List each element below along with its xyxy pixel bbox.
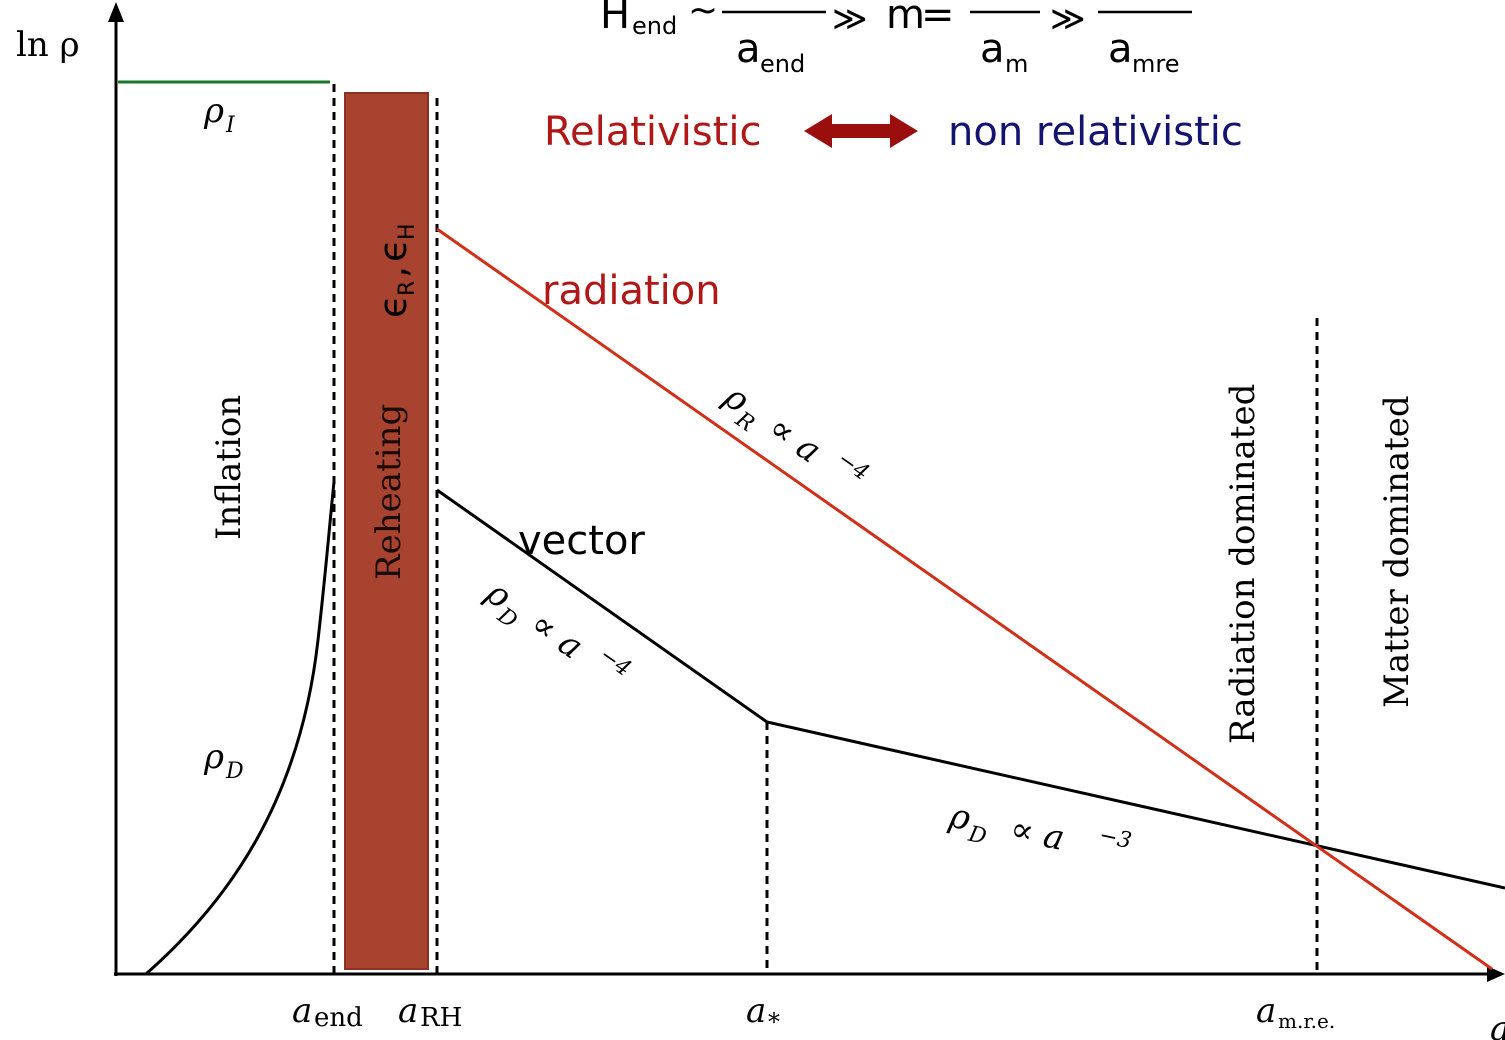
rho-d-inflation-label: ρ	[203, 737, 224, 777]
formula-den1-sub: end	[760, 50, 805, 78]
formula-gg2: ≫	[1050, 0, 1086, 39]
tick-a-star-sub: *	[768, 1008, 780, 1036]
formula-den2-sub: m	[1005, 50, 1028, 78]
formula-eq: =	[921, 0, 955, 38]
reheating-band	[344, 92, 429, 970]
epsilon-h: ϵ	[371, 239, 415, 262]
tick-a-mre: a m.r.e.	[1256, 991, 1335, 1033]
tick-a-end-sub: end	[314, 1003, 363, 1033]
x-axis-arrow-icon	[1487, 966, 1505, 982]
formula-den2: a	[980, 26, 1005, 72]
epsilon-label: ϵ R , ϵ H	[371, 223, 420, 318]
epsilon-r: ϵ	[371, 295, 415, 318]
epsilon-h-sub: H	[395, 223, 420, 240]
rho-i-label: ρ	[203, 91, 224, 131]
vector-line	[436, 488, 1505, 890]
tick-a-end: a end	[292, 991, 363, 1033]
rho-d-minus4-relation: ρ D ∝ a −4	[478, 572, 636, 682]
formula-h: H	[600, 0, 630, 38]
tick-a-rh: a RH	[398, 991, 462, 1033]
radiation-line	[436, 227, 1493, 971]
rho-r-exp: −4	[833, 447, 874, 486]
non-relativistic-label: non relativistic	[948, 109, 1243, 155]
tick-a-star-symbol: a	[746, 991, 766, 1031]
matter-dominated-label: Matter dominated	[1377, 395, 1417, 708]
formula-m: m	[886, 0, 925, 38]
double-arrow-icon	[804, 114, 918, 148]
tick-a-rh-sub: RH	[420, 1003, 462, 1033]
radiation-label: radiation	[542, 268, 721, 314]
formula-den3-sub: mre	[1132, 50, 1179, 78]
tick-a-mre-sub: m.r.e.	[1278, 1009, 1335, 1033]
tick-a-end-symbol: a	[292, 991, 312, 1031]
relativistic-label: Relativistic	[544, 109, 761, 155]
x-axis-label: a	[1490, 1009, 1505, 1040]
rho-d2-exp: −3	[1097, 823, 1134, 854]
tick-a-mre-symbol: a	[1256, 991, 1276, 1031]
vector-label: vector	[518, 518, 645, 564]
rho-i-sub: I	[225, 113, 236, 138]
y-axis-arrow-icon	[108, 2, 124, 22]
rho-d1-exp: −4	[595, 643, 636, 682]
reheating-label: Reheating	[369, 404, 409, 580]
rho-d2-sub: D	[965, 822, 989, 850]
formula-den3: a	[1108, 26, 1133, 72]
formula-sim: ~	[688, 0, 718, 31]
rho-d1-rel: ∝ a	[523, 604, 590, 668]
inflation-label: Inflation	[209, 395, 249, 540]
radiation-dominated-label: Radiation dominated	[1223, 384, 1263, 744]
tick-a-rh-symbol: a	[398, 991, 418, 1031]
formula-den1: a	[736, 26, 761, 72]
epsilon-sep: ,	[371, 266, 415, 278]
y-axis-label: ln ρ	[16, 25, 80, 65]
rho-d-inflation-curve	[145, 481, 336, 976]
formula: H end ~ a end ≫ m = a m ≫ a mre	[600, 0, 1192, 78]
formula-gg1: ≫	[832, 0, 868, 39]
rho-d-minus3-relation: ρ D ∝ a −3	[945, 795, 1134, 859]
rho-d2-rel: ∝ a	[1007, 809, 1068, 859]
tick-a-star: a *	[746, 991, 780, 1036]
epsilon-r-sub: R	[395, 281, 420, 296]
rho-d-inflation-sub: D	[225, 759, 244, 784]
formula-h-sub: end	[632, 12, 677, 40]
